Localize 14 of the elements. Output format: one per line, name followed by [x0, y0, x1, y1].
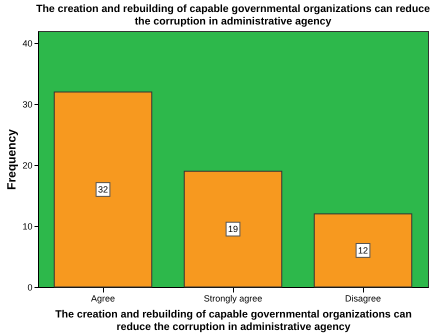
data-label: 12 [358, 245, 368, 256]
y-tick-label: 0 [27, 282, 32, 292]
x-tick-label: Agree [90, 294, 116, 304]
chart-title: The creation and rebuilding of capable governmental organizations can reduce the corruption in administrative agency [36, 3, 430, 28]
x-axis-title: The creation and rebuilding of capable governmental organizations can reduce the corruption in administrative agency [55, 308, 412, 333]
y-tick-label: 20 [22, 160, 32, 171]
x-tick-label: Disagree [344, 294, 382, 304]
data-label: 32 [98, 184, 108, 194]
y-tick-label: 30 [22, 100, 32, 110]
data-label: 19 [228, 224, 238, 234]
y-tick-label: 10 [22, 222, 32, 232]
x-tick-label: Strongly agree [204, 294, 262, 304]
y-tick-label: 40 [22, 38, 32, 49]
y-axis-title: Frequency [4, 128, 18, 190]
